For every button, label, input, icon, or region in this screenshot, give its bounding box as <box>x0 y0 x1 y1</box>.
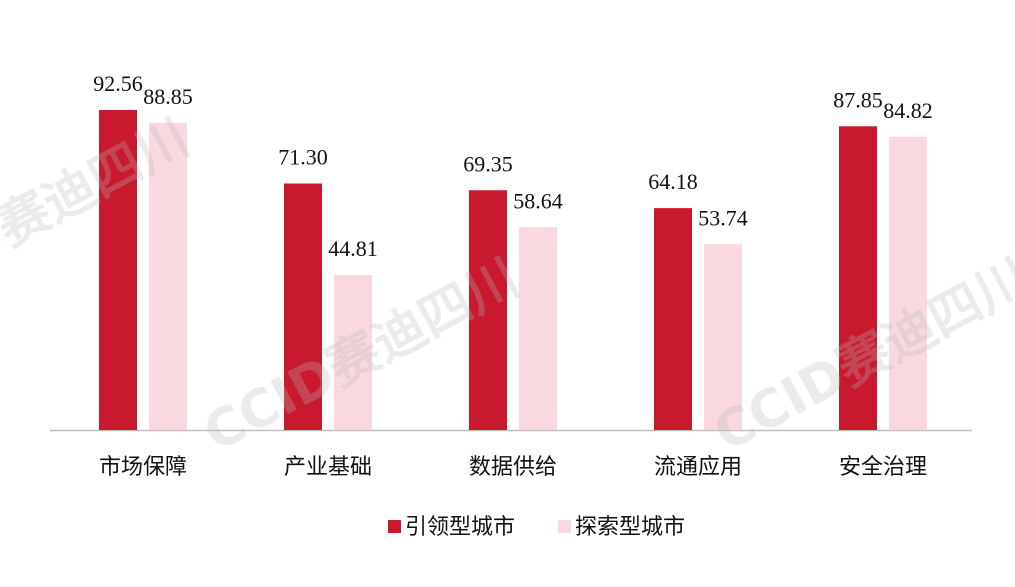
bar <box>654 208 692 430</box>
value-label: 87.85 <box>833 87 883 112</box>
value-label: 84.82 <box>883 98 933 123</box>
bar <box>469 190 507 430</box>
value-label: 64.18 <box>648 169 698 194</box>
legend-swatch <box>388 520 401 533</box>
x-tick-label: 流通应用 <box>654 455 742 480</box>
bar <box>284 183 322 430</box>
bar <box>149 122 187 431</box>
value-label: 69.35 <box>463 151 513 176</box>
value-label: 44.81 <box>328 236 378 261</box>
bar <box>704 244 742 430</box>
value-label: 58.64 <box>513 188 563 213</box>
bar <box>839 126 877 430</box>
bar <box>99 110 137 430</box>
value-label: 71.30 <box>278 145 328 170</box>
bar <box>519 227 557 430</box>
value-label: 88.85 <box>143 84 193 109</box>
value-label: 92.56 <box>93 71 143 96</box>
x-tick-label: 市场保障 <box>99 455 187 480</box>
legend-label: 引领型城市 <box>405 515 515 540</box>
legend-swatch <box>558 520 571 533</box>
bar <box>889 136 927 431</box>
x-tick-label: 安全治理 <box>839 455 927 480</box>
x-tick-label: 数据供给 <box>469 455 557 480</box>
bar <box>334 275 372 430</box>
legend-label: 探索型城市 <box>575 515 685 540</box>
value-label: 53.74 <box>698 205 748 230</box>
x-tick-label: 产业基础 <box>284 455 372 480</box>
